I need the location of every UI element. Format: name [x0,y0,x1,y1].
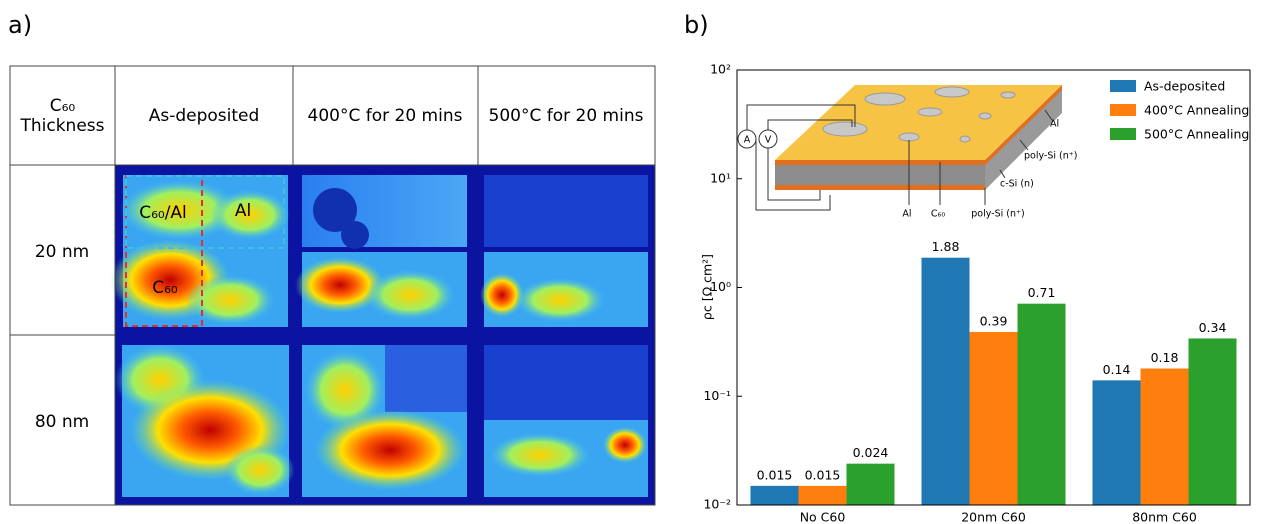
value-label: 0.39 [980,313,1008,328]
bar [750,485,799,505]
plot-frame [736,69,1251,506]
legend-swatch [1110,80,1136,92]
header-cell: 500°C for 20 mins [489,106,644,126]
inset-label: c-Si (n) [1000,179,1034,190]
legend-label: 400°C Annealing [1144,103,1249,118]
y-tick-label: 10² [710,62,731,77]
value-label: 1.88 [932,239,960,254]
legend-label: As-deposited [1144,79,1225,94]
y-axis-label: ρc [Ω cm²] [700,254,715,320]
panel-label: a) [8,11,32,39]
value-label: 0.18 [1151,350,1179,365]
panel-label: b) [684,11,709,39]
row-label: 20 nm [35,242,89,262]
legend-swatch [1110,104,1136,116]
inset-label: C₆₀ [931,209,945,220]
value-label: 0.024 [853,445,889,460]
image-label: C₆₀ [152,278,178,298]
value-label: 0.71 [1028,285,1056,300]
bar [1092,380,1141,505]
inset-label: Al [1050,119,1059,130]
value-label: 0.015 [757,467,793,482]
x-tick-label: No C60 [800,510,846,524]
image-table [9,65,656,506]
legend-label: 500°C Annealing [1144,127,1249,142]
sample-image [484,175,648,247]
value-label: 0.015 [805,467,841,482]
value-label: 0.34 [1199,320,1227,335]
bar [1188,338,1237,505]
y-tick-label: 10⁻² [703,497,731,512]
inset-label: V [765,135,772,146]
inset-label: A [744,135,751,146]
y-tick-label: 10¹ [710,170,731,185]
row-label: 80 nm [35,412,89,432]
bar [1140,368,1189,505]
bar [798,485,847,505]
header-cell: As-deposited [149,106,260,126]
y-tick-label: 10⁰ [710,279,731,294]
device-inset [737,85,1062,211]
image-label: Al [235,201,251,221]
header-text: C₆₀ Thickness [20,95,105,136]
inset-label: Al [902,209,911,220]
inset-label: poly-Si (n⁺) [971,209,1025,220]
y-tick-label: 10⁻¹ [703,388,731,403]
header-cell: 400°C for 20 mins [308,106,463,126]
bar [846,463,895,505]
header-cell: C₆₀ Thickness [20,95,105,136]
x-tick-label: 20nm C60 [961,510,1026,524]
image-label: C₆₀/Al [139,203,187,223]
x-tick-label: 80nm C60 [1132,510,1197,524]
legend-swatch [1110,128,1136,140]
inset-label: poly-Si (n⁺) [1024,151,1078,162]
sample-image [484,345,648,420]
bar [1017,303,1066,505]
bar [921,257,970,505]
value-label: 0.14 [1103,362,1131,377]
bar [969,331,1018,505]
